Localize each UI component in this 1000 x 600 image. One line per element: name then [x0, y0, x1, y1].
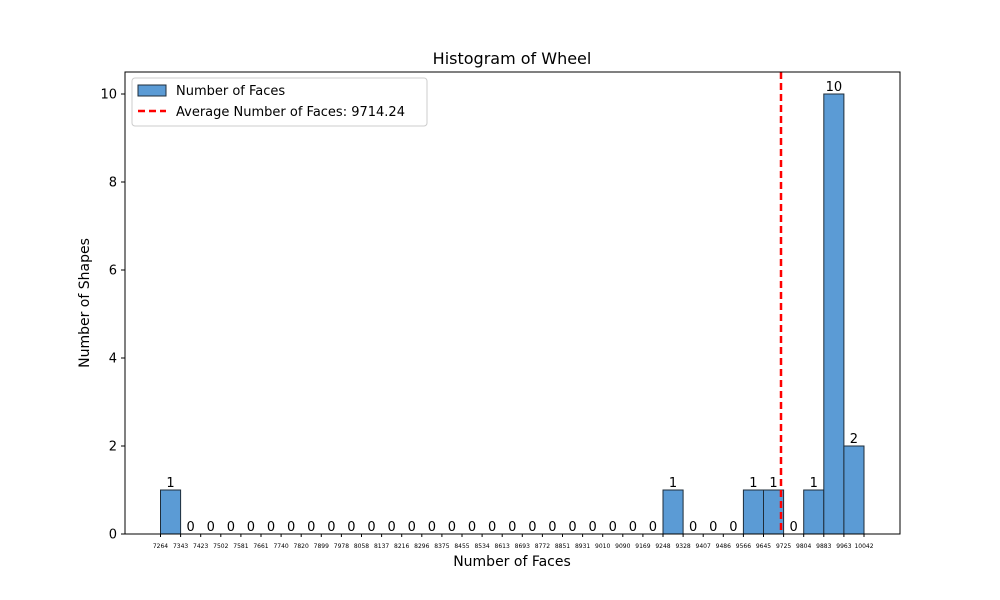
bar-data-label: 0 — [307, 520, 315, 535]
bar-data-label: 0 — [207, 520, 215, 535]
bar-data-label: 0 — [689, 520, 697, 535]
bar-data-label: 0 — [428, 520, 436, 535]
plot-frame — [124, 71, 901, 535]
y-axis-label: Number of Shapes — [77, 238, 93, 368]
y-axis-ticks: 0 2 4 6 8 10 — [100, 88, 125, 543]
x-tick-label: 7581 — [233, 543, 248, 550]
legend-label-average: Average Number of Faces: 9714.24 — [176, 105, 405, 120]
legend-box — [131, 77, 428, 127]
x-tick-label: 7820 — [294, 543, 309, 550]
histogram-bar — [742, 489, 765, 535]
bar-data-label: 0 — [709, 520, 717, 535]
x-tick-label: 9566 — [736, 543, 751, 550]
bar-data-label: 1 — [749, 476, 757, 491]
y-tick-label: 2 — [109, 440, 117, 455]
x-tick-label: 9248 — [655, 543, 670, 550]
x-tick-label: 9328 — [675, 543, 690, 550]
bar-data-label: 0 — [267, 520, 275, 535]
x-tick-label: 9804 — [796, 543, 811, 550]
bar-data-label: 1 — [166, 476, 174, 491]
x-tick-label: 7740 — [273, 543, 288, 550]
x-tick-label: 9090 — [615, 543, 630, 550]
x-tick-label: 10042 — [854, 543, 873, 550]
x-tick-label: 7661 — [253, 543, 268, 550]
x-tick-label: 7423 — [193, 543, 208, 550]
histogram-bar — [843, 445, 865, 535]
x-tick-label: 9963 — [836, 543, 851, 550]
bar-data-label: 0 — [729, 520, 737, 535]
bar-data-label: 0 — [187, 520, 195, 535]
bar-data-label: 0 — [388, 520, 396, 535]
bar-data-label: 0 — [488, 520, 496, 535]
histogram-bar — [823, 93, 845, 535]
x-tick-label: 9883 — [816, 543, 831, 550]
bar-data-label: 0 — [568, 520, 576, 535]
bar-data-label: 0 — [287, 520, 295, 535]
histogram-bar — [662, 489, 684, 535]
x-tick-label: 7343 — [173, 543, 188, 550]
bar-data-label: 1 — [769, 476, 777, 491]
x-tick-label: 8058 — [354, 543, 369, 550]
y-tick-label: 6 — [109, 264, 117, 279]
bar-data-label: 0 — [227, 520, 235, 535]
x-tick-label: 8613 — [495, 543, 510, 550]
x-tick-label: 8693 — [515, 543, 530, 550]
y-tick-label: 10 — [100, 88, 117, 103]
legend: Number of Faces Average Number of Faces:… — [131, 77, 428, 127]
y-tick-label: 8 — [109, 176, 117, 191]
bar-data-label: 0 — [508, 520, 516, 535]
bar-data-label: 0 — [247, 520, 255, 535]
bar-data-label: 0 — [649, 520, 657, 535]
x-tick-label: 7502 — [213, 543, 228, 550]
x-tick-label: 8296 — [414, 543, 429, 550]
bar-data-label: 1 — [810, 476, 818, 491]
bar-data-label: 0 — [448, 520, 456, 535]
bar-data-label: 0 — [468, 520, 476, 535]
bar-data-label: 0 — [528, 520, 536, 535]
legend-label-faces: Number of Faces — [176, 84, 285, 99]
x-tick-label: 8216 — [394, 543, 409, 550]
bar-data-label: 0 — [609, 520, 617, 535]
bar-data-label: 0 — [548, 520, 556, 535]
bar-data-label: 1 — [669, 476, 677, 491]
bar-data-label: 0 — [629, 520, 637, 535]
x-tick-label: 9486 — [716, 543, 731, 550]
bar-data-label: 0 — [327, 520, 335, 535]
y-tick-label: 4 — [109, 352, 117, 367]
x-tick-label: 8455 — [454, 543, 469, 550]
x-tick-label: 8851 — [555, 543, 570, 550]
x-tick-label: 9725 — [776, 543, 791, 550]
x-tick-label: 9169 — [635, 543, 650, 550]
x-tick-label: 8137 — [374, 543, 389, 550]
bar-data-label: 2 — [850, 432, 858, 447]
x-tick-label: 7899 — [314, 543, 329, 550]
bar-data-label: 0 — [408, 520, 416, 535]
bars-layer — [160, 93, 865, 535]
bar-data-label: 0 — [367, 520, 375, 535]
x-tick-label: 9407 — [696, 543, 711, 550]
x-tick-label: 7978 — [334, 543, 349, 550]
x-tick-label: 8772 — [535, 543, 550, 550]
y-tick-label: 0 — [109, 528, 117, 543]
bar-data-label: 10 — [826, 80, 843, 95]
x-axis-ticks: 7264 7343 7423 7502 7581 7661 7740 7820 7899 7978… — [153, 534, 874, 550]
bar-data-label: 0 — [589, 520, 597, 535]
x-tick-label: 9010 — [595, 543, 610, 550]
x-axis-label: Number of Faces — [453, 554, 571, 570]
histogram-bar — [160, 489, 182, 535]
histogram-bar — [803, 489, 825, 535]
x-tick-label: 8931 — [575, 543, 590, 550]
bar-data-label: 0 — [347, 520, 355, 535]
x-tick-label: 8375 — [434, 543, 449, 550]
x-tick-label: 8534 — [474, 543, 489, 550]
legend-bar-swatch — [137, 84, 167, 97]
x-tick-label: 7264 — [153, 543, 168, 550]
x-tick-label: 9645 — [756, 543, 771, 550]
bar-data-label: 0 — [790, 520, 798, 535]
chart-title: Histogram of Wheel — [433, 49, 592, 68]
